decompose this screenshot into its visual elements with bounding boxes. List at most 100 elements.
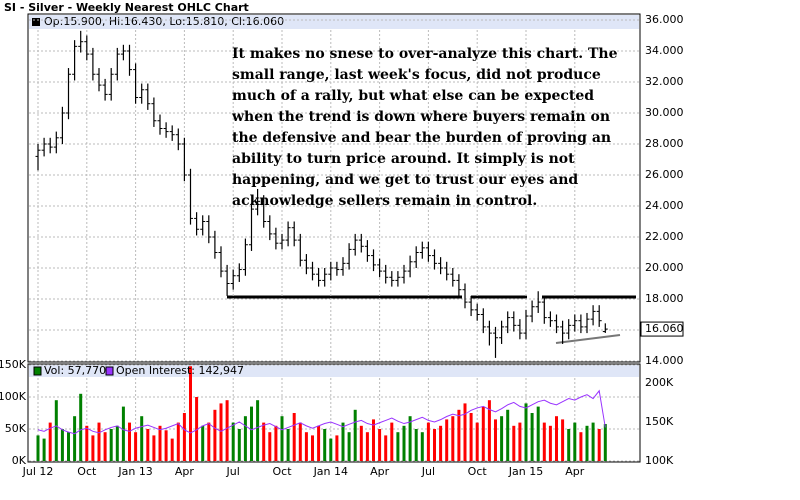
y-tick-label: 50K	[5, 422, 27, 435]
volume-bar	[426, 422, 430, 461]
volume-bar	[414, 429, 418, 461]
volume-panel	[27, 363, 641, 463]
volume-bar	[420, 432, 424, 461]
volume-bar	[103, 432, 107, 461]
x-tick-label: Jul	[421, 465, 435, 478]
volume-bar	[433, 429, 436, 461]
volume-bar	[213, 409, 217, 461]
volume-bar	[201, 425, 205, 461]
ohlc-header: Op:15.900, Hi:16.430, Lo:15.810, Cl:16.0…	[44, 15, 284, 28]
volume-bar	[292, 413, 296, 461]
volume-bar	[231, 422, 235, 461]
last-price-label: 16.060	[645, 322, 684, 335]
y-tick-label: 28.000	[645, 137, 684, 150]
volume-bar	[42, 438, 46, 461]
volume-bar	[481, 406, 485, 461]
volume-bar	[463, 403, 467, 461]
x-tick-label: Jan 13	[117, 465, 152, 478]
volume-bar	[121, 406, 125, 461]
y-tick-label: 30.000	[645, 106, 684, 119]
volume-bar	[603, 424, 607, 461]
x-tick-label: Apr	[175, 465, 195, 478]
volume-bar	[189, 366, 192, 461]
volume-bar	[158, 425, 162, 461]
x-tick-label: Jul	[226, 465, 240, 478]
volume-bar	[335, 435, 339, 461]
y-tick-label: 36.000	[645, 13, 684, 26]
volume-bar	[396, 432, 400, 461]
y-tick-label: 32.000	[645, 75, 684, 88]
volume-bar	[176, 422, 180, 461]
y-tick-label: 22.000	[645, 230, 684, 243]
volume-bar	[134, 432, 138, 461]
volume-bar	[445, 419, 449, 461]
volume-bar	[353, 409, 357, 461]
volume-bar	[304, 432, 308, 461]
volume-bar	[280, 416, 284, 461]
header-band	[29, 15, 639, 29]
volume-bar	[298, 422, 302, 461]
x-tick-label: Oct	[468, 465, 488, 478]
x-tick-label: Oct	[272, 465, 292, 478]
volume-bar	[518, 422, 522, 461]
volume-bar	[152, 435, 156, 461]
volume-bar	[500, 416, 504, 461]
volume-bar	[243, 416, 247, 461]
x-tick-label: Jul 12	[22, 465, 54, 478]
volume-bar	[164, 430, 168, 461]
volume-bar	[207, 422, 211, 461]
chart-title: SI - Silver - Weekly Nearest OHLC Chart	[4, 1, 249, 14]
volume-bar	[439, 425, 443, 461]
volume-bar	[182, 413, 186, 461]
y2-tick-label: 150K	[645, 415, 674, 428]
volume-bar	[250, 406, 253, 461]
volume-bar	[91, 435, 95, 461]
volume-bar	[48, 422, 52, 461]
volume-bar	[140, 416, 144, 461]
volume-bar	[512, 425, 516, 461]
volume-bar	[567, 429, 571, 461]
volume-bar	[323, 429, 327, 461]
volume-bar	[524, 403, 528, 461]
volume-bar	[317, 425, 321, 461]
volume-bar	[585, 425, 589, 461]
annotation: It makes no snese to over-analyze this c…	[232, 46, 618, 209]
volume-bar	[506, 409, 510, 461]
volume-bar	[597, 429, 601, 461]
volume-bar	[372, 419, 375, 461]
volume-bar	[542, 422, 546, 461]
volume-bar	[115, 425, 119, 461]
x-tick-label: Oct	[77, 465, 97, 478]
volume-bar	[237, 429, 241, 461]
volume-bar	[128, 422, 131, 461]
volume-bar	[390, 422, 394, 461]
y-tick-label: 20.000	[645, 261, 684, 274]
volume-bar	[548, 425, 552, 461]
volume-bar	[359, 425, 363, 461]
volume-bar	[341, 422, 345, 461]
volume-bar	[591, 422, 595, 461]
volume-bar	[256, 400, 260, 461]
y-tick-label: 100K	[0, 390, 27, 403]
volume-bar	[54, 400, 58, 461]
volume-bar	[79, 393, 83, 461]
volume-bar	[402, 425, 406, 461]
volume-bar	[457, 409, 461, 461]
volume-bar	[378, 429, 382, 461]
header-swatch	[32, 18, 40, 26]
volume-bar	[73, 416, 77, 461]
x-tick-label: Apr	[565, 465, 585, 478]
y-tick-label: 26.000	[645, 168, 684, 181]
legend-label: Open Interest: 142,947	[116, 364, 244, 377]
x-tick-label: Jan 14	[313, 465, 348, 478]
last-price-box	[640, 321, 684, 337]
volume-bar	[530, 413, 534, 461]
volume-bar	[146, 429, 150, 461]
trend-line	[555, 334, 621, 344]
volume-bar	[494, 419, 497, 461]
volume-bar	[451, 416, 455, 461]
volume-bar	[286, 429, 290, 461]
x-tick-label: Apr	[370, 465, 390, 478]
legend-swatch	[33, 366, 42, 376]
volume-bar	[268, 432, 272, 461]
